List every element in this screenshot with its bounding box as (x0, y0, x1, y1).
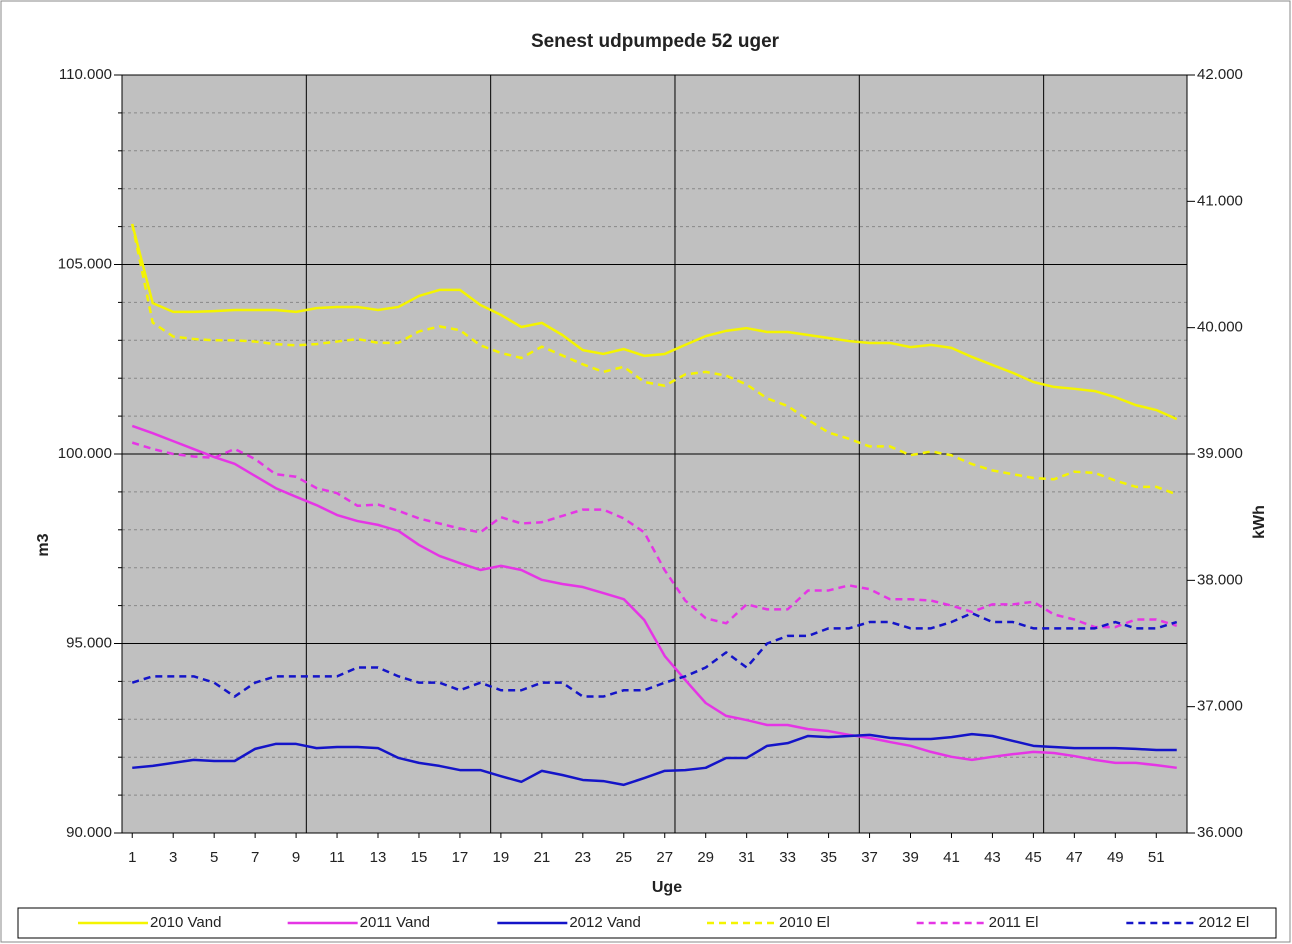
x-tick-label: 21 (534, 849, 551, 866)
x-tick-label: 9 (292, 849, 300, 866)
legend-label: 2011 El (989, 914, 1039, 931)
x-tick-label: 11 (329, 849, 345, 866)
x-tick-label: 23 (574, 849, 591, 866)
legend-label: 2011 Vand (360, 914, 430, 931)
legend-label: 2010 Vand (150, 914, 221, 931)
y2-tick-label: 41.000 (1197, 192, 1243, 209)
x-tick-label: 29 (697, 849, 714, 866)
series-line (131, 223, 1178, 421)
chart-title: Senest udpumpede 52 uger (531, 31, 780, 52)
x-axis-label: Uge (652, 879, 682, 896)
x-tick-label: 3 (169, 849, 177, 866)
series-line (131, 223, 1178, 496)
y2-tick-label: 40.000 (1197, 319, 1243, 336)
legend-label: 2012 El (1198, 914, 1249, 931)
series-line (131, 424, 1177, 770)
x-tick-label: 43 (984, 849, 1001, 866)
series-line (132, 732, 1177, 787)
y2-tick-label: 37.000 (1197, 698, 1243, 715)
x-tick-label: 39 (902, 849, 919, 866)
plot-border (121, 74, 1188, 834)
x-tick-label: 7 (251, 849, 259, 866)
x-tick-label: 45 (1025, 849, 1042, 866)
x-tick-label: 15 (411, 849, 428, 866)
x-tick-label: 33 (779, 849, 796, 866)
x-tick-label: 13 (370, 849, 387, 866)
x-tick-label: 31 (738, 849, 755, 866)
series-line (131, 611, 1178, 698)
y2-axis-label: kWh (1251, 505, 1268, 539)
y-tick-label: 100.000 (58, 445, 112, 462)
x-tick-label: 25 (615, 849, 632, 866)
x-tick-label: 19 (493, 849, 510, 866)
x-tick-label: 37 (861, 849, 878, 866)
y-tick-label: 105.000 (58, 255, 112, 272)
x-tick-label: 41 (943, 849, 960, 866)
y2-tick-label: 39.000 (1197, 445, 1243, 462)
y2-tick-label: 38.000 (1197, 571, 1243, 588)
x-tick-label: 49 (1107, 849, 1124, 866)
y-tick-label: 110.000 (59, 66, 112, 83)
y2-tick-label: 42.000 (1197, 66, 1243, 83)
y2-tick-label: 36.000 (1197, 824, 1243, 841)
x-tick-label: 17 (452, 849, 469, 866)
y-tick-label: 90.000 (66, 824, 112, 841)
x-tick-label: 27 (656, 849, 673, 866)
x-tick-label: 5 (210, 849, 218, 866)
x-tick-label: 51 (1148, 849, 1165, 866)
series-line (131, 441, 1178, 629)
legend-label: 2010 El (779, 914, 830, 931)
legend-box (17, 907, 1277, 939)
legend-label: 2012 Vand (569, 914, 640, 931)
x-tick-label: 35 (820, 849, 837, 866)
y-tick-label: 95.000 (66, 634, 112, 651)
x-tick-label: 47 (1066, 849, 1083, 866)
y-axis-label: m3 (35, 533, 52, 556)
x-tick-label: 1 (128, 849, 136, 866)
